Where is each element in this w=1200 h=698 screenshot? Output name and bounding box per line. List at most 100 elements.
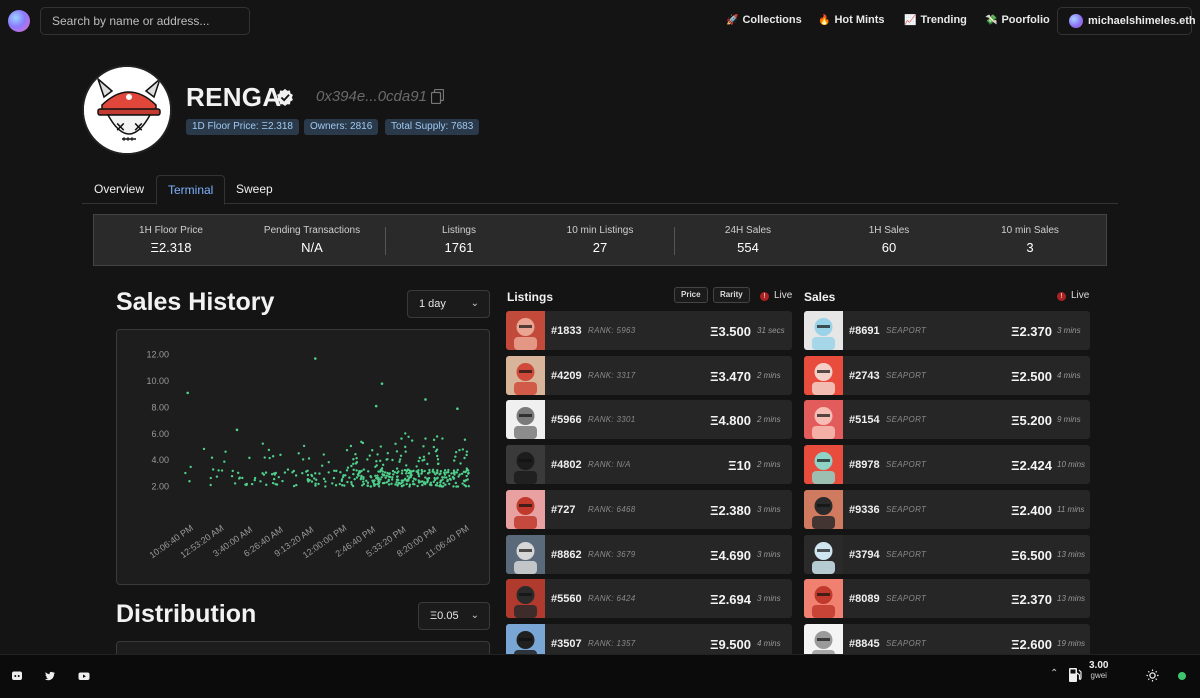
- sun-icon[interactable]: [1146, 669, 1159, 682]
- listing-row[interactable]: #5966 RANK: 3301 Ξ4.800 2 mins: [506, 400, 792, 440]
- sale-point: [398, 458, 402, 461]
- sale-point: [359, 477, 363, 481]
- nav-collections[interactable]: 🚀 Collections: [726, 14, 802, 26]
- sale-point: [314, 484, 317, 487]
- price-value: Ξ10: [728, 458, 751, 474]
- marketplace-label: SEAPORT: [886, 370, 927, 380]
- time-range-select[interactable]: 1 day ⌄: [407, 290, 490, 318]
- rank-label: RANK: N/A: [588, 460, 631, 470]
- sale-row[interactable]: #5154 SEAPORT Ξ5.200 9 mins: [804, 400, 1090, 440]
- sale-point: [231, 469, 234, 473]
- sale-point: [263, 456, 266, 459]
- sale-point: [424, 398, 427, 401]
- sale-point: [401, 469, 404, 472]
- sale-point: [463, 480, 466, 483]
- sale-point: [399, 482, 403, 485]
- gas-unit: gwei: [1090, 671, 1107, 680]
- sale-point: [314, 357, 317, 360]
- sale-point: [403, 477, 407, 481]
- sale-point: [385, 481, 389, 484]
- tab-overview[interactable]: Overview: [94, 182, 145, 196]
- gas-pump-icon: [1069, 668, 1082, 682]
- sale-point: [439, 469, 443, 473]
- sale-row[interactable]: #8089 SEAPORT Ξ2.370 13 mins: [804, 579, 1090, 619]
- sale-point: [451, 475, 455, 479]
- sale-point: [407, 478, 410, 481]
- stat-label: 1H Sales: [868, 225, 910, 236]
- collection-tabs: Overview Terminal Sweep: [82, 175, 1118, 205]
- tab-sweep[interactable]: Sweep: [236, 182, 273, 196]
- bucket-size-select[interactable]: Ξ0.05 ⌄: [418, 602, 490, 630]
- listing-row[interactable]: #8862 RANK: 3679 Ξ4.690 3 mins: [506, 534, 792, 574]
- sale-point: [277, 475, 280, 479]
- stat-1h-sales: 1H Sales 60: [819, 225, 959, 255]
- sale-point: [362, 476, 365, 479]
- stat-24h-sales: 24H Sales 554: [678, 225, 818, 255]
- discord-icon[interactable]: [11, 670, 23, 682]
- chevron-down-icon: ⌄: [470, 298, 479, 309]
- sale-point: [465, 453, 468, 457]
- listing-row[interactable]: #727 RANK: 6468 Ξ2.380 3 mins: [506, 489, 792, 529]
- sale-point: [366, 458, 369, 461]
- contract-address[interactable]: 0x394e...0cda91: [316, 88, 427, 105]
- time-ago: 31 secs: [757, 326, 785, 335]
- sale-point: [283, 471, 287, 474]
- sale-point: [317, 482, 320, 486]
- sale-point: [442, 481, 445, 485]
- time-ago: 13 mins: [1057, 549, 1086, 559]
- sale-point: [295, 483, 298, 487]
- tab-terminal[interactable]: Terminal: [156, 175, 226, 205]
- sale-point: [393, 470, 397, 474]
- sale-point: [253, 478, 256, 482]
- user-account-button[interactable]: michaelshimeles.eth: [1057, 7, 1196, 35]
- sale-point: [436, 469, 439, 472]
- sale-row[interactable]: #9336 SEAPORT Ξ2.400 11 mins: [804, 489, 1090, 529]
- sale-point: [310, 473, 313, 477]
- y-tick-label: 6.00: [151, 429, 169, 439]
- sale-point: [369, 475, 373, 479]
- sale-point: [412, 469, 415, 473]
- sale-point: [354, 453, 357, 456]
- time-ago: 4 mins: [757, 638, 781, 648]
- sale-point: [361, 484, 364, 487]
- nav-trending[interactable]: 📈 Trending: [904, 14, 967, 26]
- sale-point: [241, 476, 244, 480]
- sale-point: [467, 471, 470, 475]
- youtube-icon[interactable]: [78, 670, 90, 682]
- sort-rarity-button[interactable]: Rarity: [713, 287, 750, 303]
- sale-point: [402, 479, 405, 482]
- sale-point: [400, 437, 403, 440]
- listing-row[interactable]: #1833 RANK: 5963 Ξ3.500 31 secs: [506, 311, 792, 350]
- sale-point: [327, 460, 330, 464]
- price-value: Ξ2.424: [1011, 458, 1052, 474]
- sale-row[interactable]: #8691 SEAPORT Ξ2.370 3 mins: [804, 311, 1090, 350]
- nft-thumbnail: [506, 579, 545, 619]
- sale-row[interactable]: #8978 SEAPORT Ξ2.424 10 mins: [804, 445, 1090, 485]
- nav-poorfolio[interactable]: 💸 Poorfolio: [985, 14, 1050, 26]
- listing-row[interactable]: #4802 RANK: N/A Ξ10 2 mins: [506, 445, 792, 485]
- listing-row[interactable]: #4209 RANK: 3317 Ξ3.470 2 mins: [506, 355, 792, 395]
- sale-row[interactable]: #2743 SEAPORT Ξ2.500 4 mins: [804, 355, 1090, 395]
- sale-point: [352, 472, 355, 476]
- stat-label: Pending Transactions: [263, 225, 361, 236]
- app-logo[interactable]: [8, 10, 30, 32]
- sale-row[interactable]: #3794 SEAPORT Ξ6.500 13 mins: [804, 534, 1090, 574]
- nav-hot-mints[interactable]: 🔥 Hot Mints: [818, 14, 885, 26]
- nft-thumbnail: [804, 579, 843, 619]
- sale-point: [302, 444, 306, 448]
- marketplace-label: SEAPORT: [886, 549, 927, 559]
- sale-point: [433, 476, 436, 480]
- sale-point: [209, 476, 212, 480]
- listing-row[interactable]: #5560 RANK: 6424 Ξ2.694 3 mins: [506, 579, 792, 619]
- price-value: Ξ2.400: [1011, 502, 1052, 518]
- copy-icon[interactable]: [431, 89, 444, 104]
- gas-price: 3.00 gwei: [1089, 660, 1108, 680]
- sale-point: [399, 454, 403, 457]
- twitter-icon[interactable]: [44, 670, 56, 682]
- sale-point: [418, 456, 421, 460]
- sale-point: [351, 484, 355, 488]
- sort-price-button[interactable]: Price: [674, 287, 708, 303]
- token-id: #3507: [551, 637, 582, 650]
- search-input[interactable]: [40, 7, 250, 35]
- chevron-up-icon[interactable]: ⌃: [1050, 668, 1059, 679]
